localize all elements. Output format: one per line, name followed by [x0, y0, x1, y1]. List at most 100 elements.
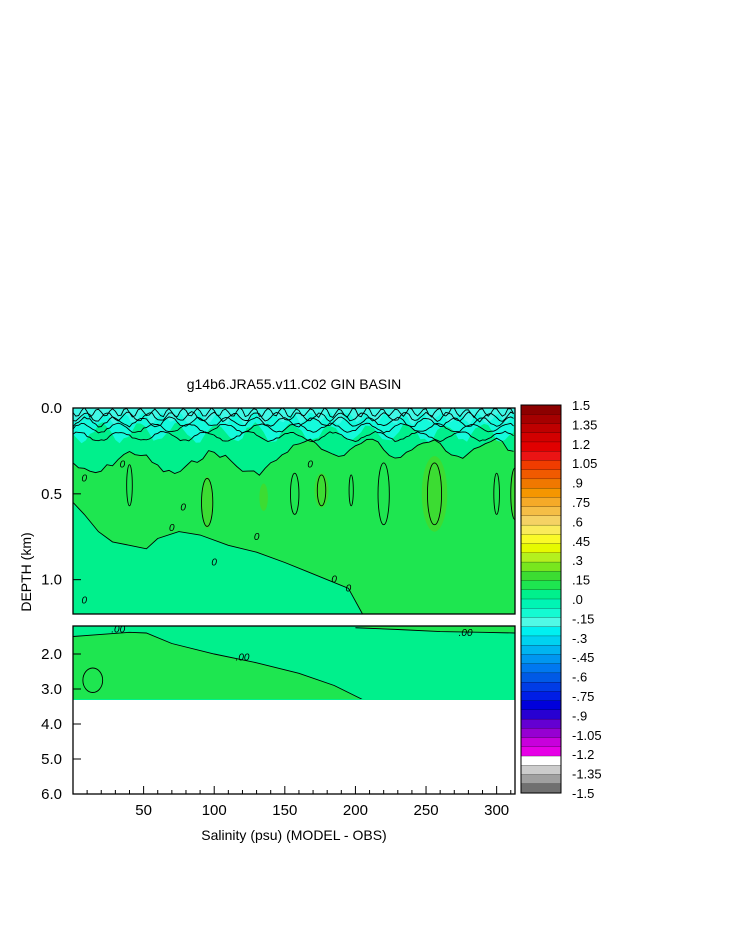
colorbar-swatch — [520, 598, 562, 609]
colorbar-swatch — [520, 682, 562, 692]
x-tick-label: 200 — [343, 802, 368, 819]
contour-label: 0 — [346, 583, 352, 594]
colorbar-swatch — [520, 700, 562, 711]
colorbar-swatch — [520, 709, 562, 720]
contour-closed-7 — [510, 467, 515, 521]
colorbar-label: .0 — [572, 592, 583, 607]
colorbar-swatch — [520, 755, 562, 766]
colorbar-swatch — [520, 645, 562, 655]
colorbar-swatch — [520, 441, 562, 452]
colorbar-swatch — [520, 432, 562, 443]
contour-closed-3 — [290, 472, 300, 515]
y-tick-label: 6.0 — [41, 786, 62, 803]
colorbar-swatch — [520, 460, 562, 471]
contour-label: 0 — [82, 595, 88, 606]
colorbar-label: .9 — [572, 476, 583, 491]
y-tick-label: 1.0 — [41, 572, 62, 589]
colorbar-swatch — [520, 691, 562, 702]
contour-closed-1 — [201, 477, 214, 527]
y-tick-label: 4.0 — [41, 716, 62, 733]
contour-label: 0 — [307, 460, 313, 471]
contour-label: 0 — [254, 532, 260, 543]
field-zero-deep — [73, 502, 363, 614]
field-lower-positive — [73, 632, 363, 700]
colorbar-swatch — [520, 783, 562, 794]
colorbar-swatch — [520, 543, 562, 554]
colorbar-swatch — [520, 497, 562, 508]
contour-label: .00 — [236, 653, 250, 664]
y-axis-label: DEPTH (km) — [18, 532, 34, 611]
colorbar-swatch — [520, 478, 562, 489]
field-lower-positive-tr — [355, 626, 515, 633]
contour-surface-4 — [73, 430, 514, 443]
colorbar-label: -.15 — [572, 611, 594, 626]
contour-lower-closed — [82, 667, 104, 693]
x-tick-label: 300 — [484, 802, 509, 819]
colorbar-label: .3 — [572, 553, 583, 568]
contour-closed-4 — [377, 462, 390, 526]
upper-panel-contours — [73, 408, 515, 614]
colorbar-swatch — [520, 580, 562, 591]
colorbar-swatch — [520, 571, 562, 582]
colorbar-swatch — [520, 561, 562, 572]
colorbar-swatch — [520, 617, 562, 628]
contour-label: 0 — [120, 460, 126, 471]
field-core-4 — [259, 483, 268, 511]
colorbar-swatch — [520, 506, 562, 517]
contour-closed-6 — [493, 472, 500, 515]
lower-panel-frame — [72, 625, 516, 795]
contour-lower-zero-tr — [355, 627, 515, 634]
x-tick-label: 100 — [202, 802, 227, 819]
contour-lower-zero — [73, 631, 363, 700]
x-tick-label: 150 — [272, 802, 297, 819]
colorbar-swatch — [520, 534, 562, 545]
colorbar-label: .15 — [572, 573, 590, 588]
y-tick-label: 5.0 — [41, 751, 62, 768]
upper-panel-frame — [72, 407, 516, 615]
field-core-0 — [201, 476, 213, 529]
field-core-3 — [510, 468, 515, 520]
y-tick-label: 0.0 — [41, 400, 62, 417]
colorbar-swatch — [520, 728, 562, 739]
contour-closed-0 — [126, 464, 133, 507]
y-tick-label: 0.5 — [41, 486, 62, 503]
contour-label: 0 — [169, 523, 175, 534]
lower-panel-field — [73, 626, 515, 700]
upper-panel-field — [73, 408, 515, 614]
colorbar-swatch — [520, 589, 562, 600]
axes: 50 100 150 200 250 300 0.0 0.5 1.0 2.0 3.0 4.0 5.0 6.… — [41, 400, 512, 819]
colorbar-swatch — [520, 608, 562, 619]
contour-zero — [73, 437, 514, 476]
colorbar-label: -1.35 — [572, 767, 602, 782]
contour-label: 0 — [82, 473, 88, 484]
colorbar-frame — [520, 404, 562, 794]
colorbar-swatch — [520, 737, 562, 748]
y-tick-label: 3.0 — [41, 681, 62, 698]
lower-panel-contours — [73, 627, 515, 700]
colorbar-swatch — [520, 488, 562, 498]
contour-closed-5 — [426, 462, 443, 526]
colorbar-swatch — [520, 774, 562, 785]
colorbar-label: -.3 — [572, 631, 587, 646]
colorbar-swatch — [520, 515, 562, 526]
colorbar-swatch — [520, 765, 562, 776]
contour-label: 0 — [331, 575, 337, 586]
colorbar-label: -.45 — [572, 650, 594, 665]
contour-zero-deep — [73, 502, 363, 614]
colorbar-label: 1.05 — [572, 456, 597, 471]
contour-closed-2 — [316, 474, 327, 507]
contour-surface-1 — [73, 411, 514, 423]
colorbar-label: -.75 — [572, 689, 594, 704]
colorbar-label: 1.35 — [572, 417, 597, 432]
colorbar-swatch — [520, 654, 562, 665]
colorbar-swatch — [520, 635, 562, 646]
colorbar-swatch — [520, 469, 562, 480]
colorbar-swatch — [520, 524, 562, 535]
colorbar-label: -1.5 — [572, 786, 594, 801]
contour-label: 0 — [180, 503, 186, 514]
chart-title: g14b6.JRA55.v11.C02 GIN BASIN — [187, 376, 402, 392]
field-core-2 — [421, 456, 448, 532]
colorbar-label: -.6 — [572, 670, 587, 685]
colorbar-swatch — [520, 451, 562, 461]
